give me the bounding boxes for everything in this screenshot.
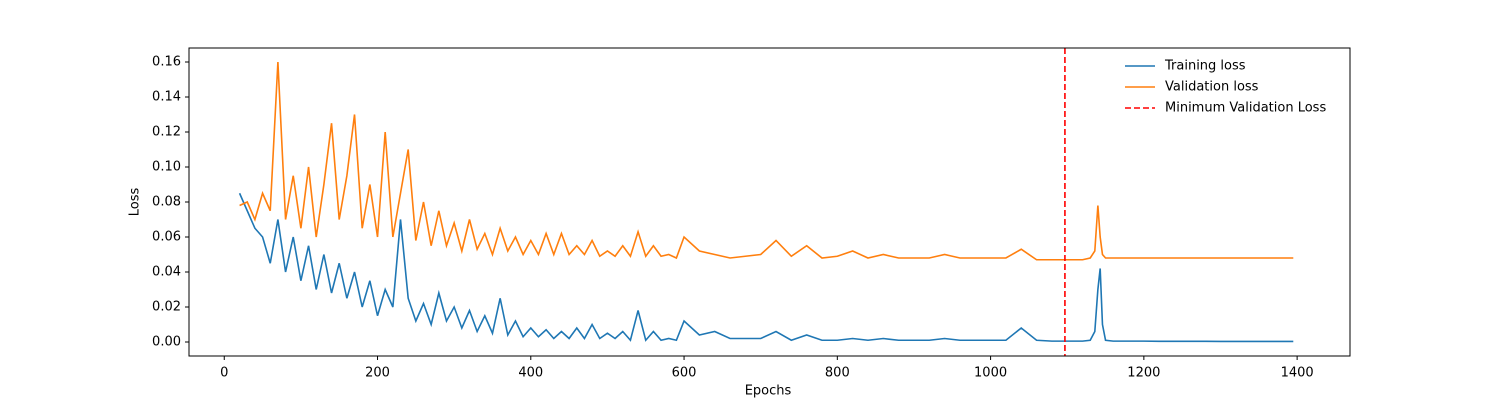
y-tick-label: 0.10	[152, 160, 181, 175]
plot-frame	[188, 47, 1351, 357]
x-tick-label: 1400	[1281, 366, 1314, 381]
y-tick-label: 0.00	[152, 335, 181, 350]
y-tick-label: 0.16	[152, 55, 181, 70]
x-tick-label: 0	[220, 366, 228, 381]
line-series	[239, 61, 1294, 261]
legend-label: Validation loss	[1165, 80, 1259, 95]
x-axis-label: Epochs	[745, 384, 792, 399]
y-tick-label: 0.14	[152, 90, 181, 105]
y-tick-label: 0.12	[152, 125, 181, 140]
x-tick-label: 1200	[1127, 366, 1160, 381]
y-tick-label: 0.06	[152, 230, 181, 245]
y-tick-label: 0.02	[152, 300, 181, 315]
line-series	[238, 192, 1294, 343]
y-tick-label: 0.04	[152, 265, 181, 280]
y-tick-label: 0.08	[152, 195, 181, 210]
legend-label: Training loss	[1164, 59, 1246, 74]
x-tick-label: 800	[825, 366, 850, 381]
x-tick-label: 400	[518, 366, 543, 381]
x-tick-label: 1000	[974, 366, 1007, 381]
y-axis-label: Loss	[128, 188, 143, 217]
legend-label: Minimum Validation Loss	[1165, 101, 1326, 116]
x-tick-label: 200	[365, 366, 390, 381]
x-tick-label: 600	[672, 366, 697, 381]
